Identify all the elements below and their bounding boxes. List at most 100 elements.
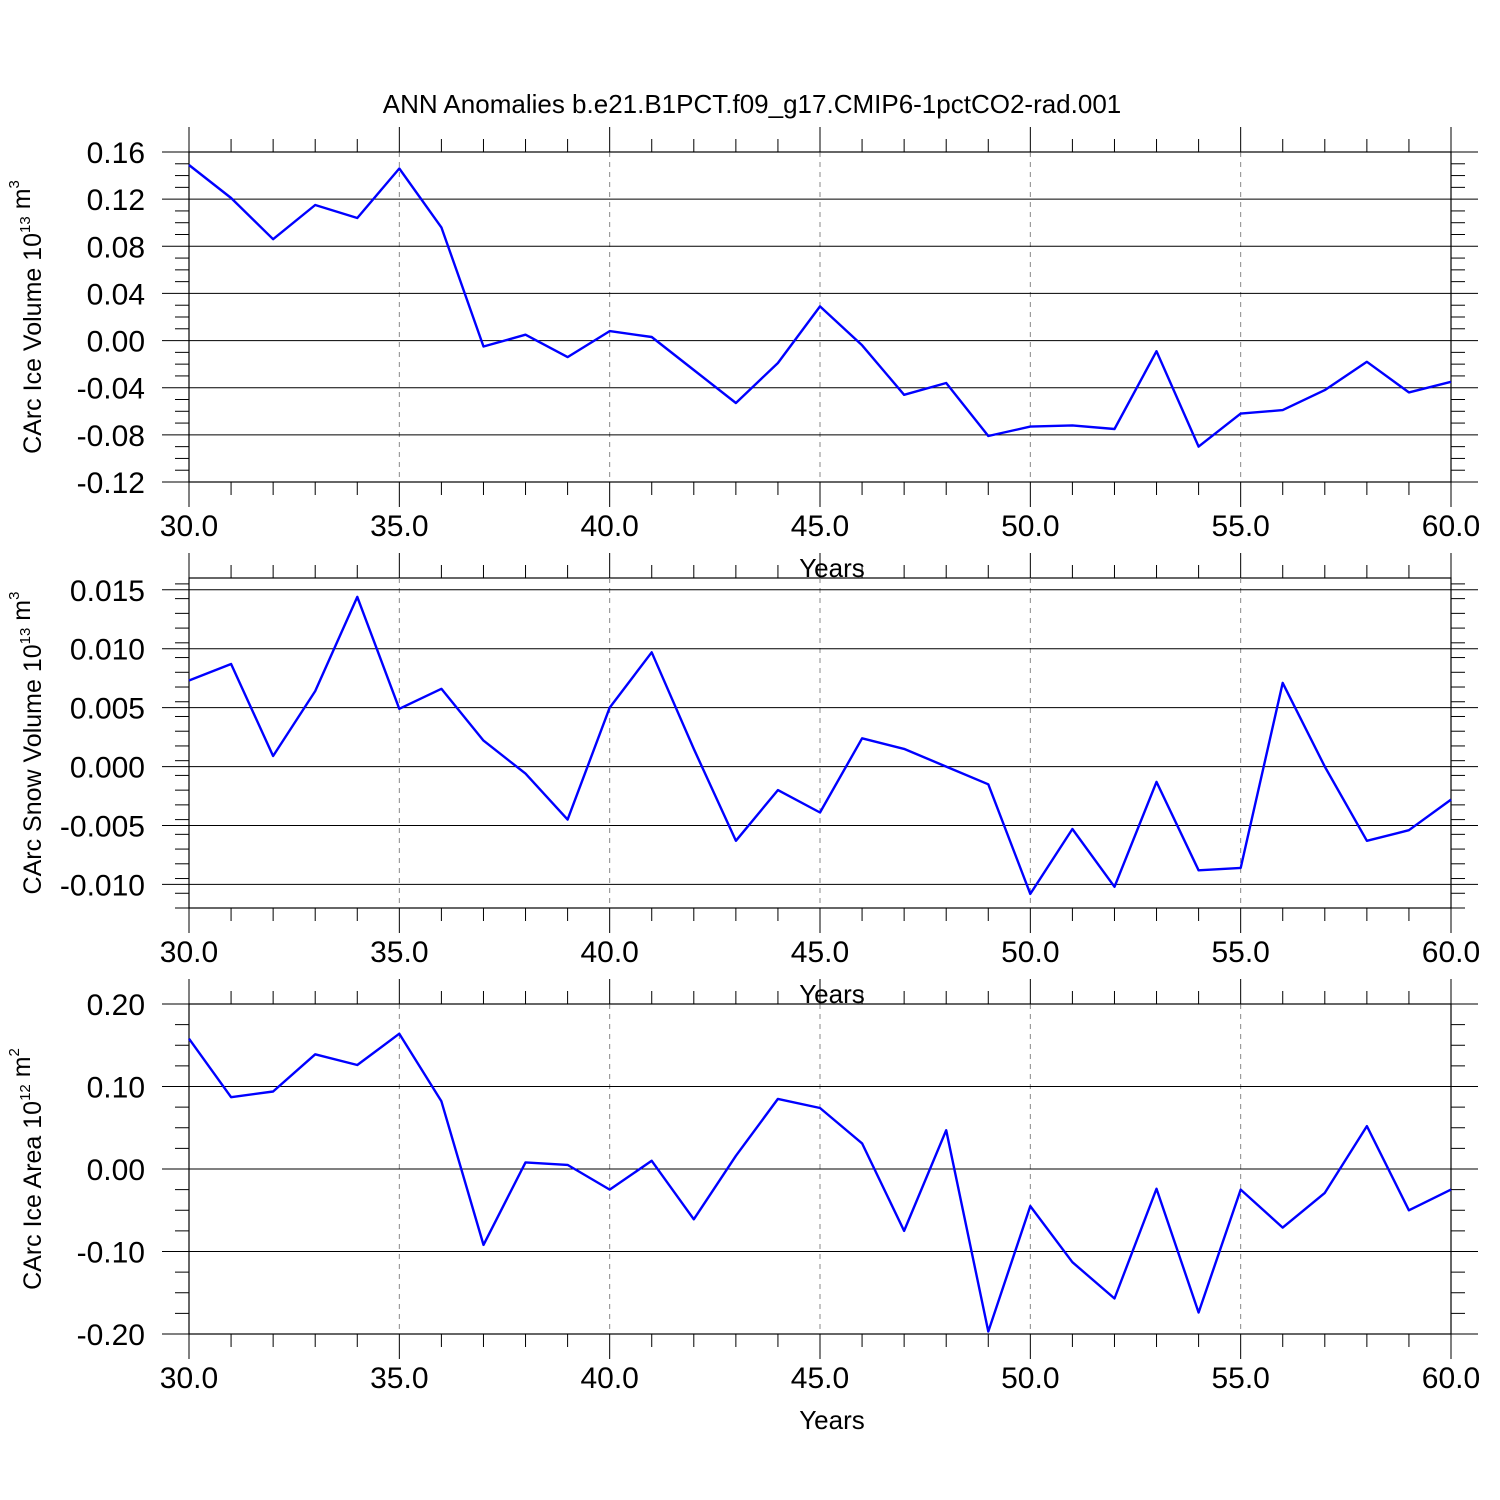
x-tick-label: 55.0	[1211, 1362, 1269, 1395]
y-tick-label: -0.10	[77, 1237, 145, 1270]
data-point	[1071, 1261, 1073, 1263]
data-point	[861, 737, 863, 739]
data-point	[651, 336, 653, 338]
x-tick-label: 60.0	[1422, 936, 1480, 969]
data-point	[482, 345, 484, 347]
data-point	[188, 680, 190, 682]
y-axis-label-superscript: 13	[17, 216, 34, 233]
data-point	[188, 164, 190, 166]
y-axis-label-superscript: 2	[6, 1048, 23, 1056]
data-point	[398, 168, 400, 170]
data-point	[693, 748, 695, 750]
data-point	[987, 1331, 989, 1333]
data-point	[1240, 867, 1242, 869]
x-tick-label: 50.0	[1001, 1362, 1059, 1395]
data-point	[440, 688, 442, 690]
y-tick-label: -0.20	[77, 1319, 145, 1352]
data-point	[567, 819, 569, 821]
data-point	[482, 1244, 484, 1246]
y-axis-label-superscript: 3	[6, 180, 23, 188]
x-tick-label: 45.0	[791, 1362, 849, 1395]
y-tick-label: 0.00	[87, 326, 145, 359]
data-point	[230, 1096, 232, 1098]
data-point	[1156, 1188, 1158, 1190]
data-point	[1324, 1192, 1326, 1194]
data-point	[1366, 840, 1368, 842]
data-point	[398, 1033, 400, 1035]
x-tick-label: 35.0	[370, 510, 428, 543]
data-point	[945, 382, 947, 384]
y-axis-label-text: CArc Ice Area 10	[19, 1101, 47, 1290]
data-point	[1029, 893, 1031, 895]
y-axis-label-superscript: 12	[17, 1084, 34, 1101]
data-point	[819, 305, 821, 307]
data-point	[314, 690, 316, 692]
data-point	[903, 1230, 905, 1232]
data-point	[735, 1155, 737, 1157]
data-point	[1071, 828, 1073, 830]
data-point	[398, 708, 400, 710]
x-tick-label: 50.0	[1001, 936, 1059, 969]
data-point	[356, 1064, 358, 1066]
data-point	[693, 369, 695, 371]
x-tick-label: 60.0	[1422, 1362, 1480, 1395]
panel-snow-volume: 0.015 0.010 0.005 0.000 -0.005 -0.010 30.0 35.0…	[6, 553, 1480, 1009]
data-point	[651, 1160, 653, 1162]
x-tick-label: 30.0	[160, 1362, 218, 1395]
y-axis-label-text: m	[8, 188, 36, 216]
data-point	[819, 1107, 821, 1109]
data-point	[735, 402, 737, 404]
data-point	[987, 435, 989, 437]
data-point	[777, 1098, 779, 1100]
data-point	[1408, 391, 1410, 393]
data-point	[314, 204, 316, 206]
x-tick-label: 30.0	[160, 936, 218, 969]
x-axis-label: Years	[799, 1405, 865, 1435]
data-point	[525, 773, 527, 775]
panel-ice-area: 0.20 0.10 0.00 -0.10 -0.20 30.0 35.0 40.0 45.0 50…	[6, 979, 1480, 1435]
data-point	[482, 740, 484, 742]
data-point	[819, 812, 821, 814]
data-point	[903, 748, 905, 750]
data-point	[1156, 781, 1158, 783]
x-tick-label: 40.0	[580, 510, 638, 543]
data-point	[903, 394, 905, 396]
data-point	[609, 707, 611, 709]
y-axis-label-superscript: 13	[17, 628, 34, 645]
data-point	[272, 238, 274, 240]
data-point	[1198, 869, 1200, 871]
data-point	[609, 330, 611, 332]
y-tick-label: -0.12	[77, 467, 145, 500]
data-point	[987, 783, 989, 785]
y-tick-label: 0.00	[87, 1154, 145, 1187]
x-tick-label: 50.0	[1001, 510, 1059, 543]
data-point	[230, 663, 232, 665]
data-point	[525, 1161, 527, 1163]
y-axis-label: CArc Ice Area 1012 m2	[6, 1048, 47, 1290]
data-point	[272, 1090, 274, 1092]
y-tick-label: 0.005	[70, 693, 145, 726]
data-point	[1071, 424, 1073, 426]
y-axis-label-text: m	[8, 1056, 36, 1084]
data-point	[1408, 1209, 1410, 1211]
y-tick-label: 0.010	[70, 634, 145, 667]
y-tick-label: 0.12	[87, 184, 145, 217]
data-point	[1113, 886, 1115, 888]
x-tick-label: 45.0	[791, 936, 849, 969]
y-axis-label-text: m	[8, 600, 36, 628]
data-point	[1324, 766, 1326, 768]
data-point	[735, 840, 737, 842]
x-tick-label: 60.0	[1422, 510, 1480, 543]
data-point	[651, 651, 653, 653]
data-point	[1156, 350, 1158, 352]
data-point	[1450, 1189, 1452, 1191]
data-point	[1113, 1298, 1115, 1300]
data-point	[272, 755, 274, 757]
figure-title: ANN Anomalies b.e21.B1PCT.f09_g17.CMIP6-…	[383, 89, 1122, 119]
y-tick-label: 0.16	[87, 137, 145, 170]
y-tick-label: 0.04	[87, 278, 145, 311]
y-axis-label: CArc Snow Volume 1013 m3	[6, 592, 47, 895]
data-point	[1450, 799, 1452, 801]
data-point	[1198, 446, 1200, 448]
